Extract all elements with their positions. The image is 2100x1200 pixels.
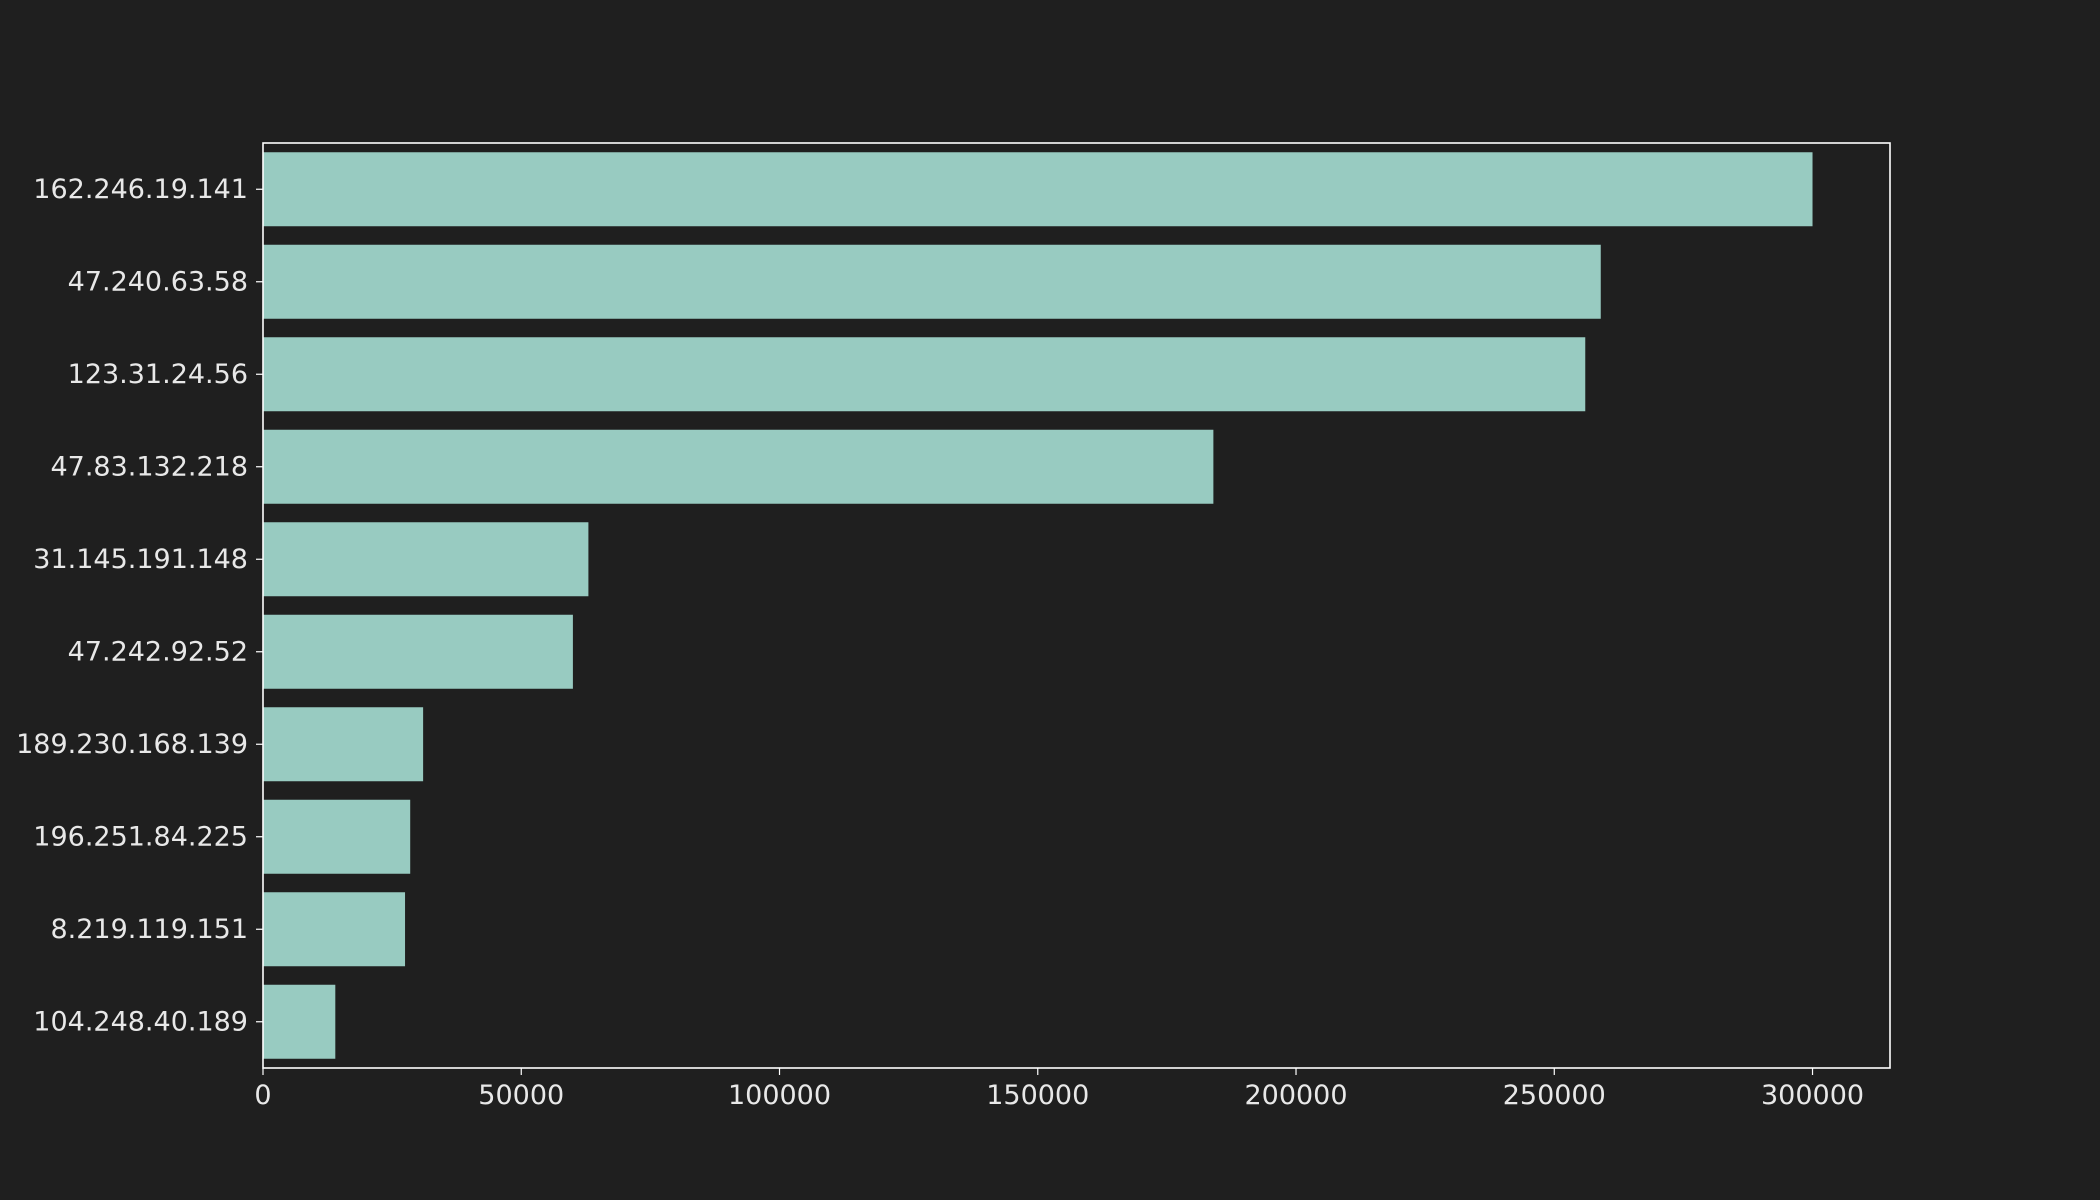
y-tick-label: 47.240.63.58 (68, 266, 248, 297)
x-axis-ticks: 0 50000 100000 150000 200000 250000 300000 (254, 1068, 1864, 1111)
x-tick-label: 200000 (1244, 1080, 1347, 1111)
plot-frame (262, 142, 1891, 1069)
bar (263, 614, 573, 689)
y-tick-label: 104.248.40.189 (33, 1006, 248, 1037)
x-tick-label: 150000 (986, 1080, 1089, 1111)
x-tick-label: 100000 (728, 1080, 831, 1111)
bar (263, 244, 1601, 319)
bar (263, 984, 336, 1059)
bar (263, 707, 424, 782)
y-tick-label: 31.145.191.148 (33, 544, 248, 575)
bar (263, 522, 589, 597)
y-tick-label: 196.251.84.225 (33, 821, 248, 852)
x-tick-label: 300000 (1761, 1080, 1864, 1111)
y-tick-label: 123.31.24.56 (68, 359, 248, 390)
x-tick-label: 0 (254, 1080, 271, 1111)
x-tick-label: 250000 (1503, 1080, 1606, 1111)
bar (263, 429, 1214, 504)
bar (263, 152, 1813, 227)
y-tick-label: 189.230.168.139 (16, 729, 248, 760)
bar (263, 337, 1586, 412)
y-tick-label: 47.83.132.218 (50, 451, 248, 482)
y-axis-ticks: 162.246.19.141 47.240.63.58 123.31.24.56 47… (16, 174, 263, 1037)
bar (263, 892, 406, 967)
y-tick-label: 162.246.19.141 (33, 174, 248, 205)
bar (263, 799, 411, 874)
bars-group (263, 152, 1813, 1059)
x-tick-label: 50000 (478, 1080, 564, 1111)
y-tick-label: 8.219.119.151 (50, 914, 248, 945)
y-tick-label: 47.242.92.52 (68, 636, 248, 667)
